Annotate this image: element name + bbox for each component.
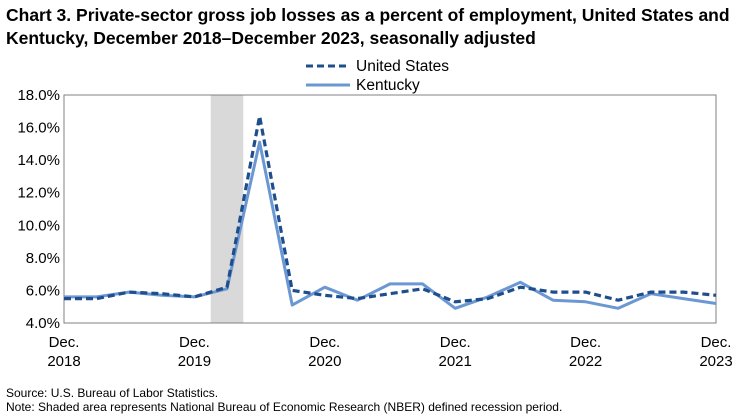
y-tick-label: 14.0% <box>17 152 60 169</box>
source-note: Source: U.S. Bureau of Labor Statistics. <box>6 386 219 400</box>
x-tick-label: Dec. 2021 <box>439 334 472 370</box>
series-line-united-states <box>64 114 717 304</box>
y-tick-label: 8.0% <box>26 250 60 267</box>
plot-area-border <box>63 94 717 324</box>
chart-notes: Source: U.S. Bureau of Labor Statistics.… <box>6 386 562 414</box>
y-tick-label: 12.0% <box>17 185 60 202</box>
x-tick-label: Dec. 2018 <box>47 334 80 370</box>
series-lines <box>64 114 717 310</box>
y-tick-label: 6.0% <box>26 282 60 299</box>
chart-title: Chart 3. Private-sector gross job losses… <box>6 5 730 48</box>
legend: United States Kentucky <box>306 58 449 94</box>
y-tick-label: 18.0% <box>17 87 60 104</box>
series-line-kentucky <box>64 140 717 310</box>
legend-label: Kentucky <box>356 77 420 94</box>
legend-label: United States <box>356 58 449 75</box>
x-tick-label: Dec. 2020 <box>308 334 341 370</box>
y-tick-label: 4.0% <box>26 315 60 332</box>
x-tick-label: Dec. 2023 <box>699 334 732 370</box>
shading-note: Note: Shaded area represents National Bu… <box>6 400 563 414</box>
x-axis-tick-labels: Dec. 2018 Dec. 2019 Dec. 2020 Dec. 2021 Dec. 2022… <box>47 334 732 370</box>
x-tick-label: Dec. 2019 <box>178 334 211 370</box>
y-axis-tick-labels: 4.0% 6.0% 8.0% 10.0% 12.0% 14.0% 16.0% 18.0% <box>17 87 60 332</box>
y-tick-label: 16.0% <box>17 120 60 137</box>
y-tick-label: 10.0% <box>17 217 60 234</box>
x-tick-label: Dec. 2022 <box>569 334 602 370</box>
